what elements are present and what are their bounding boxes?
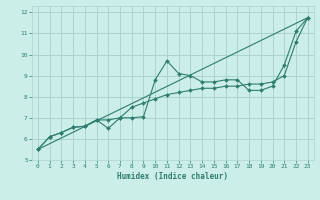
X-axis label: Humidex (Indice chaleur): Humidex (Indice chaleur) [117, 172, 228, 181]
